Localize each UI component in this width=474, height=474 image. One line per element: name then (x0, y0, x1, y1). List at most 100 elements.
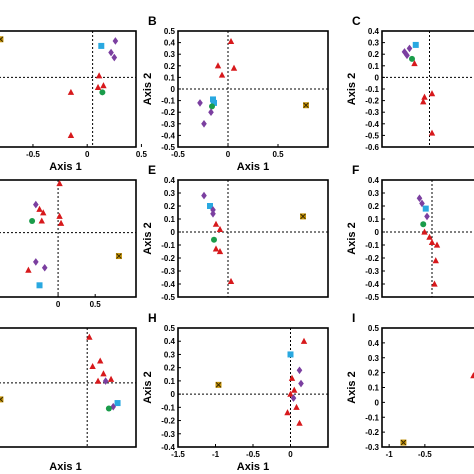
y-axis-title: Axis 2 (142, 73, 154, 105)
data-point-diamond (102, 377, 109, 385)
data-point-diamond (406, 44, 413, 53)
y-tick-label: 0.4 (368, 27, 380, 36)
data-point-diamond (201, 191, 207, 200)
x-axis-title: Axis 1 (49, 461, 81, 473)
y-tick-label: -0.3 (365, 443, 379, 452)
data-point-triangle (95, 72, 103, 79)
y-tick-label: 0.4 (164, 337, 176, 346)
y-tick-label: 0.1 (368, 215, 380, 224)
panel-label: B (148, 14, 157, 28)
y-axis-title: Axis 2 (142, 222, 154, 254)
data-point-triangle (38, 217, 45, 224)
x-tick-label: -0.5 (26, 150, 40, 159)
y-tick-label: 0.2 (368, 202, 380, 211)
data-point-triangle (94, 377, 102, 384)
data-point-circle (99, 89, 106, 96)
data-point-triangle (300, 337, 308, 344)
data-point-diamond (108, 48, 114, 57)
y-tick-label: 0.4 (368, 339, 380, 348)
data-point-diamond (210, 210, 216, 218)
y-tick-label: -0.2 (365, 428, 379, 437)
data-point-triangle (287, 390, 294, 397)
panel-label: F (352, 163, 359, 177)
data-point-diamond (201, 120, 207, 128)
y-tick-label: 0.4 (164, 39, 176, 48)
x-tick-label: -1 (386, 450, 394, 459)
data-point-triangle (432, 257, 439, 264)
y-tick-label: 0.5 (164, 324, 176, 333)
data-point-triangle (296, 419, 303, 426)
y-tick-label: 0.2 (368, 369, 380, 378)
y-tick-label: 0 (375, 228, 380, 237)
y-tick-label: 0.1 (164, 73, 176, 82)
y-axis-title: Axis 2 (346, 222, 358, 254)
data-point-triangle (470, 372, 474, 379)
x-tick-label: 0.5 (272, 150, 284, 159)
data-point-cross (0, 396, 4, 403)
data-point-triangle (428, 129, 436, 136)
y-tick-label: -0.4 (161, 280, 175, 289)
data-point-triangle (56, 212, 63, 219)
data-point-diamond (208, 108, 214, 116)
y-tick-label: 0.4 (164, 176, 176, 185)
y-tick-label: -0.4 (161, 131, 175, 140)
y-tick-label: 0.5 (164, 27, 176, 36)
x-axis-title: Axis 1 (49, 161, 81, 173)
y-tick-label: -0.5 (161, 293, 175, 302)
data-point-cross-stroke (116, 253, 122, 259)
panel-label: E (148, 163, 156, 177)
data-point-triangle (227, 277, 235, 284)
y-tick-label: 0 (171, 228, 176, 237)
panel-label: H (148, 311, 157, 325)
y-tick-label: -0.5 (161, 143, 175, 152)
y-tick-label: 0 (171, 85, 176, 94)
y-tick-label: -0.4 (365, 120, 379, 129)
y-tick-label: -0.2 (161, 254, 175, 263)
y-tick-label: -0.1 (365, 241, 379, 250)
data-point-triangle (97, 357, 104, 364)
y-tick-label: 0.2 (164, 364, 176, 373)
data-point-circle (105, 405, 112, 412)
data-point-triangle (67, 88, 75, 95)
y-tick-label: -0.1 (161, 97, 175, 106)
data-point-triangle (89, 362, 96, 370)
y-tick-label: 0.1 (368, 384, 380, 393)
y-tick-label: 0.3 (164, 189, 176, 198)
plot-frame (0, 30, 137, 148)
y-tick-label: -0.3 (161, 430, 175, 439)
data-point-diamond (111, 53, 118, 62)
data-point-triangle (94, 83, 102, 90)
data-point-triangle (288, 374, 296, 381)
x-tick-label: -0.5 (171, 150, 185, 159)
data-point-square (36, 282, 43, 289)
data-point-triangle (431, 280, 438, 287)
data-point-triangle (212, 220, 220, 227)
x-tick-label: 0 (56, 300, 61, 309)
data-point-triangle (421, 93, 428, 100)
data-point-diamond (33, 258, 39, 266)
data-point-diamond (41, 263, 48, 272)
y-tick-label: -0.2 (161, 417, 175, 426)
y-tick-label: 0 (171, 390, 176, 399)
x-tick-label: -0.5 (246, 450, 260, 459)
data-point-diamond (404, 51, 410, 60)
x-tick-label: 0 (85, 150, 90, 159)
y-axis-title: Axis 2 (346, 371, 358, 403)
plot-frame (177, 179, 329, 298)
x-tick-label: 0.5 (90, 300, 102, 309)
y-tick-label: 0.2 (164, 62, 176, 71)
y-tick-label: -0.3 (161, 120, 175, 129)
y-tick-label: 0.2 (368, 50, 380, 59)
data-point-triangle (284, 409, 291, 416)
y-tick-label: -0.2 (365, 97, 379, 106)
plot-frame (177, 327, 329, 448)
data-point-square (412, 41, 419, 48)
data-point-triangle (57, 219, 65, 226)
y-tick-label: -0.1 (161, 403, 175, 412)
data-point-triangle (216, 248, 224, 255)
data-point-triangle (107, 375, 115, 382)
panel-label: I (352, 311, 355, 325)
data-point-square (207, 203, 213, 209)
y-tick-label: -0.1 (365, 85, 379, 94)
data-point-triangle (420, 98, 427, 105)
